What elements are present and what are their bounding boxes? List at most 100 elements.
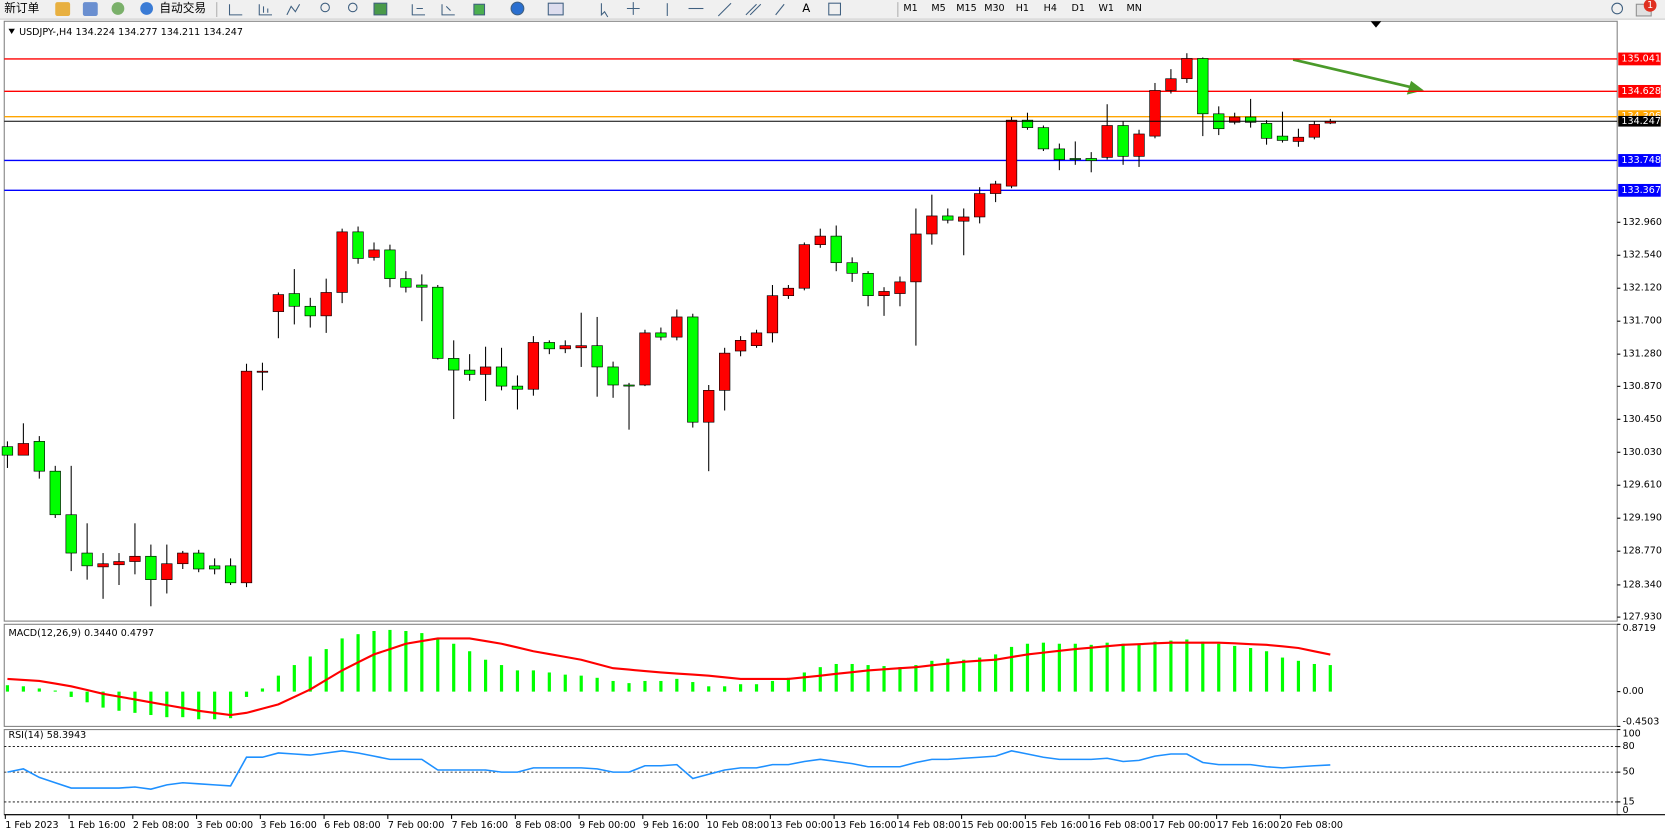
- candle-body: [575, 345, 587, 349]
- macd-value: 0.3440: [84, 627, 117, 638]
- candle-body: [655, 332, 667, 338]
- timeframe-button[interactable]: M1: [903, 3, 917, 14]
- text-tool[interactable]: A: [802, 1, 810, 15]
- y-tick-label: 0.00: [1622, 686, 1643, 697]
- current-price-box: [1618, 115, 1661, 127]
- candle-body: [782, 287, 795, 296]
- y-tick-label: 129.190: [1622, 513, 1661, 524]
- candle-body: [1229, 116, 1241, 123]
- candle-body: [17, 443, 30, 456]
- candle-body: [479, 366, 492, 375]
- y-tick-label: 130.870: [1622, 381, 1661, 392]
- timeframe-button[interactable]: M30: [984, 3, 1004, 14]
- arrow-shaft: [1292, 58, 1412, 89]
- icon[interactable]: [55, 2, 71, 16]
- candle-body: [336, 231, 348, 293]
- candle-body: [1037, 127, 1050, 150]
- candle-body: [719, 352, 731, 391]
- candle-body: [304, 305, 316, 317]
- candle-body: [1, 446, 14, 456]
- y-tick-label: 132.960: [1622, 217, 1661, 228]
- y-tick-label: 15: [1622, 796, 1634, 807]
- x-tick-label: 13 Feb 00:00: [770, 820, 833, 831]
- candle-body: [1053, 148, 1065, 160]
- timeframe-button[interactable]: MN: [1126, 3, 1141, 14]
- candle-body: [1101, 125, 1113, 158]
- candle-body: [958, 216, 970, 222]
- toolbar: 新订单 自动交易 A M1 M5 M15 M30 H1 H4 D1 W1 MN 1: [0, 0, 1665, 20]
- new-order-button[interactable]: 新订单: [4, 1, 39, 15]
- notification-badge[interactable]: [1643, 0, 1657, 12]
- tool-icons[interactable]: [228, 1, 785, 18]
- candle-body: [1244, 116, 1257, 123]
- last-high: 134.277: [118, 26, 157, 37]
- candle-body: [543, 342, 555, 350]
- icon[interactable]: [82, 2, 98, 16]
- candle-body: [113, 561, 125, 566]
- candle-body: [464, 369, 476, 375]
- x-tick-label: 13 Feb 16:00: [834, 820, 897, 831]
- candle-body: [272, 294, 285, 312]
- candle-body: [1197, 58, 1209, 115]
- x-tick-label: 17 Feb 00:00: [1153, 820, 1216, 831]
- candle-body: [798, 244, 810, 289]
- x-tick-label: 3 Feb 00:00: [197, 820, 254, 831]
- notification-count[interactable]: 1: [1647, 0, 1653, 11]
- candle-body: [750, 332, 763, 346]
- candle-body: [527, 342, 540, 390]
- auto-trading-icon[interactable]: [140, 2, 154, 15]
- y-tick-label: 80: [1622, 741, 1634, 752]
- candle-body: [177, 552, 189, 565]
- candle-body: [129, 555, 141, 562]
- candle-body: [830, 235, 842, 264]
- candle-body: [766, 295, 779, 334]
- candle-body: [416, 284, 428, 288]
- rsi-line: [7, 750, 1331, 790]
- candle-body: [65, 514, 77, 554]
- candle-body: [878, 291, 890, 296]
- x-tick-label: 10 Feb 08:00: [707, 820, 770, 831]
- candle-body: [671, 316, 683, 338]
- label-tool[interactable]: [828, 2, 842, 16]
- main-title: USDJPY-,H4 134.224 134.277 134.211 134.247: [19, 26, 243, 37]
- timeframe-button[interactable]: M15: [956, 3, 976, 14]
- timeframe-button[interactable]: W1: [1098, 3, 1114, 14]
- candle-body: [703, 390, 715, 423]
- candle-body: [687, 316, 699, 423]
- current-price-label: 134.247: [1621, 116, 1660, 127]
- y-tick-label: 100: [1622, 728, 1640, 739]
- level-label-box: [1618, 52, 1661, 66]
- candle-body: [320, 292, 332, 317]
- candle-body: [989, 183, 1002, 194]
- candle-body: [1005, 119, 1018, 187]
- candle-body: [368, 249, 380, 258]
- timeframe-button[interactable]: M5: [931, 3, 945, 14]
- y-tick-label: 132.120: [1622, 283, 1661, 294]
- macd-panel: [3, 623, 1618, 727]
- candle-body: [1069, 158, 1081, 160]
- x-tick-label: 6 Feb 08:00: [324, 820, 381, 831]
- candle-body: [448, 358, 460, 371]
- search-icon[interactable]: [1611, 2, 1624, 15]
- x-tick-label: 9 Feb 00:00: [579, 820, 636, 831]
- auto-trading-button[interactable]: 自动交易: [159, 1, 206, 15]
- icon[interactable]: [111, 2, 125, 15]
- candle-body: [1308, 124, 1320, 138]
- candle-body: [1021, 119, 1034, 128]
- candle-body: [734, 340, 747, 352]
- timeframe-button[interactable]: H1: [1016, 3, 1029, 14]
- y-tick-label: 127.930: [1622, 611, 1661, 622]
- x-tick-label: 15 Feb 00:00: [962, 820, 1025, 831]
- last-low: 134.211: [161, 26, 200, 37]
- timeframe-button[interactable]: H4: [1044, 3, 1057, 14]
- timeframe-button[interactable]: D1: [1072, 3, 1085, 14]
- candle-body: [862, 272, 874, 296]
- candle-body: [1149, 90, 1161, 137]
- candle-body: [1165, 78, 1177, 91]
- level-label-box: [1618, 183, 1661, 197]
- candle-body: [209, 565, 221, 570]
- candle-body: [846, 262, 858, 274]
- candle-body: [432, 286, 444, 359]
